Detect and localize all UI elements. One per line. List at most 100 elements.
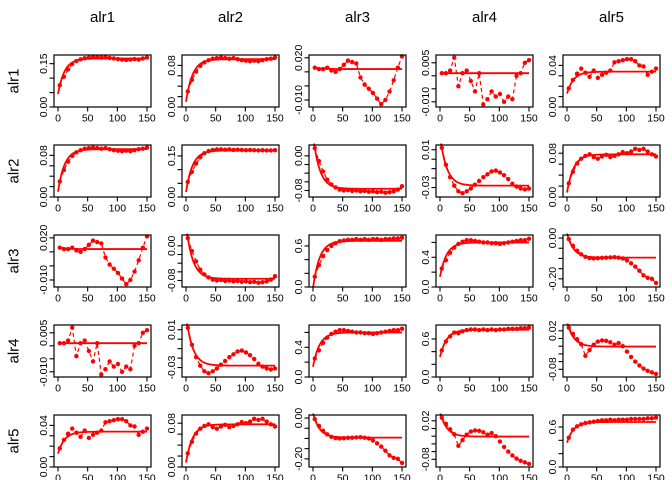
svg-text:100: 100	[618, 383, 636, 395]
svg-text:0: 0	[310, 383, 316, 395]
svg-text:100: 100	[237, 113, 255, 125]
svg-text:150: 150	[138, 113, 156, 125]
svg-text:0.4: 0.4	[420, 250, 432, 265]
svg-text:100: 100	[491, 113, 509, 125]
svg-text:50: 50	[464, 203, 476, 215]
svg-text:100: 100	[491, 293, 509, 305]
svg-text:0: 0	[55, 293, 61, 305]
svg-text:0: 0	[437, 293, 443, 305]
svg-text:150: 150	[520, 113, 538, 125]
svg-text:50: 50	[337, 203, 349, 215]
panel-alr1-alr4: 0 50 100 150 -0.010 0.005	[420, 50, 538, 125]
svg-text:0.08: 0.08	[38, 145, 50, 166]
svg-text:0.01: 0.01	[166, 319, 178, 340]
panel-alr1-alr5: 0 50 100 150 0.00 0.04	[547, 54, 665, 125]
svg-text:50: 50	[210, 293, 222, 305]
svg-text:100: 100	[237, 293, 255, 305]
svg-text:0.0: 0.0	[293, 280, 305, 295]
panel-alr3-alr5: 0 50 100 150 -0.20 0.00	[547, 228, 665, 305]
svg-text:100: 100	[109, 473, 127, 480]
svg-text:150: 150	[393, 473, 411, 480]
panel-alr3-alr3: 0 50 100 150 0.0 0.6	[293, 234, 411, 305]
svg-text:50: 50	[210, 113, 222, 125]
panel-alr2-alr3: 0 50 100 150 -0.08 0.00	[293, 143, 411, 215]
svg-text:100: 100	[618, 203, 636, 215]
svg-text:0.02: 0.02	[420, 410, 432, 431]
svg-text:0: 0	[55, 383, 61, 395]
svg-text:0.00: 0.00	[166, 97, 178, 118]
svg-text:100: 100	[109, 293, 127, 305]
svg-text:-0.03: -0.03	[166, 355, 178, 379]
svg-text:150: 150	[520, 473, 538, 480]
svg-text:-0.08: -0.08	[166, 268, 178, 292]
svg-text:50: 50	[82, 473, 94, 480]
svg-text:100: 100	[364, 473, 382, 480]
svg-text:50: 50	[337, 473, 349, 480]
panel-alr5-alr2: 0 50 100 150 0.00 0.08	[166, 413, 284, 480]
svg-text:0.0: 0.0	[293, 370, 305, 385]
svg-text:0.00: 0.00	[293, 408, 305, 429]
panel-alr3-alr4: 0 50 100 150 0.0 0.4	[420, 234, 538, 305]
svg-text:0: 0	[183, 383, 189, 395]
svg-text:0.00: 0.00	[547, 228, 559, 249]
col-title-alr1: alr1	[89, 9, 115, 26]
panel-alr3-alr2: 0 50 100 150 -0.08 0.00	[166, 233, 284, 305]
panel-alr3-alr1: 0 50 100 150 -0.010 0.020	[38, 225, 156, 305]
svg-text:0.00: 0.00	[38, 457, 50, 478]
svg-text:0: 0	[437, 383, 443, 395]
svg-text:150: 150	[266, 383, 284, 395]
svg-text:150: 150	[393, 293, 411, 305]
svg-text:150: 150	[266, 473, 284, 480]
svg-text:50: 50	[210, 383, 222, 395]
svg-text:0: 0	[55, 203, 61, 215]
svg-text:0: 0	[183, 473, 189, 480]
svg-text:0: 0	[564, 473, 570, 480]
svg-text:100: 100	[109, 203, 127, 215]
svg-text:100: 100	[491, 203, 509, 215]
svg-text:0.0: 0.0	[420, 370, 432, 385]
svg-text:-0.010: -0.010	[38, 265, 50, 295]
svg-text:0.020: 0.020	[38, 225, 50, 251]
svg-text:50: 50	[82, 113, 94, 125]
svg-text:0: 0	[183, 293, 189, 305]
svg-text:150: 150	[520, 203, 538, 215]
svg-text:0.08: 0.08	[166, 413, 178, 434]
svg-text:150: 150	[266, 113, 284, 125]
svg-text:100: 100	[491, 383, 509, 395]
panel-alr2-alr5: 0 50 100 150 0.00 0.08	[547, 143, 665, 215]
svg-text:0: 0	[310, 473, 316, 480]
panel-alr4-alr2: 0 50 100 150 -0.03 0.01	[166, 319, 284, 395]
svg-text:50: 50	[82, 293, 94, 305]
panel-alr2-alr1: 0 50 100 150 0.00 0.08	[38, 144, 156, 215]
svg-text:0: 0	[437, 113, 443, 125]
svg-text:50: 50	[591, 473, 603, 480]
svg-text:0.00: 0.00	[293, 145, 305, 166]
svg-text:0.00: 0.00	[547, 187, 559, 208]
svg-text:0: 0	[564, 203, 570, 215]
svg-text:100: 100	[109, 113, 127, 125]
svg-text:150: 150	[138, 293, 156, 305]
svg-text:0: 0	[183, 113, 189, 125]
svg-text:0.6: 0.6	[420, 331, 432, 346]
panel-alr2-alr4: 0 50 100 150 -0.03 0.01	[420, 139, 538, 215]
svg-text:100: 100	[237, 203, 255, 215]
svg-text:150: 150	[393, 113, 411, 125]
svg-text:0.04: 0.04	[547, 55, 559, 76]
svg-text:0.15: 0.15	[166, 146, 178, 167]
svg-text:100: 100	[364, 383, 382, 395]
svg-text:100: 100	[618, 293, 636, 305]
svg-text:0.005: 0.005	[420, 50, 432, 76]
svg-text:-0.08: -0.08	[420, 447, 432, 471]
panel-alr4-alr1: 0 50 100 150 -0.010 0.005	[38, 320, 156, 395]
svg-text:150: 150	[266, 203, 284, 215]
svg-text:50: 50	[591, 113, 603, 125]
svg-text:0: 0	[310, 203, 316, 215]
svg-text:0: 0	[564, 383, 570, 395]
svg-text:-0.010: -0.010	[420, 87, 432, 117]
panel-alr1-alr1: 0 50 100 150 0.00 0.15	[38, 53, 156, 124]
svg-text:-0.010: -0.010	[293, 85, 305, 115]
svg-text:0: 0	[437, 473, 443, 480]
svg-text:50: 50	[464, 383, 476, 395]
svg-text:0: 0	[564, 293, 570, 305]
